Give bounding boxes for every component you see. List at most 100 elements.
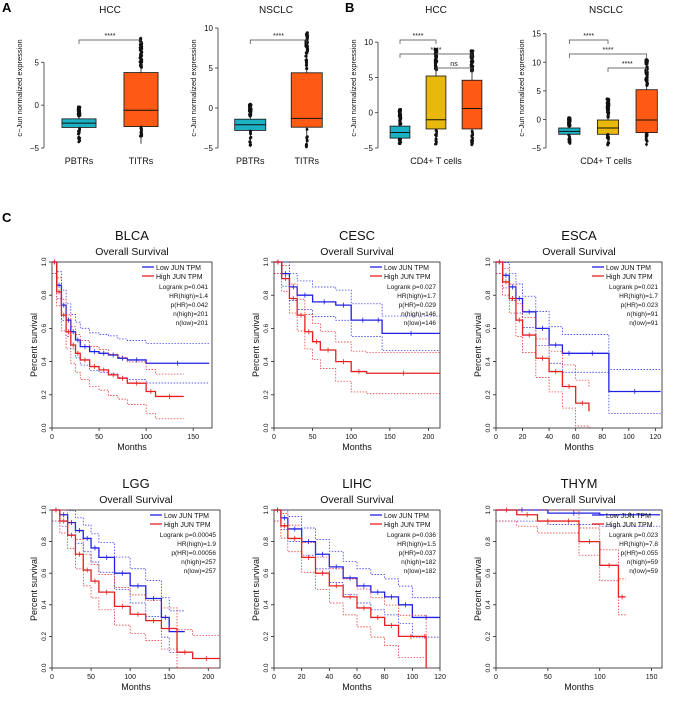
x-category-label: TITRs [295, 156, 320, 166]
y-axis-label: Percent survival [251, 313, 261, 377]
outlier-point [607, 104, 611, 108]
outlier-point [398, 142, 402, 145]
outlier-point [470, 56, 474, 60]
y-tick-label: −5 [532, 144, 542, 153]
stat-label: HR(high)=1.7 [397, 293, 436, 300]
x-tick-label: 80 [381, 674, 389, 681]
chart-title: ESCA [561, 228, 597, 243]
stat-label: p(HR)=0.00056 [171, 550, 216, 557]
chart-title: NSCLC [259, 5, 293, 16]
outlier-point [305, 31, 309, 35]
y-tick-label: 0.0 [263, 423, 270, 432]
x-axis-label: Months [121, 682, 151, 692]
box-3 [635, 58, 658, 147]
x-tick-label: 40 [325, 674, 333, 681]
panel-label-c: C [2, 210, 12, 225]
outlier-point [398, 138, 402, 142]
ci-upper-line [52, 509, 220, 636]
stat-label: n(low)=146 [404, 320, 437, 327]
series-high [496, 507, 626, 616]
x-tick-label: 100 [345, 434, 357, 441]
stat-label: n(high)=257 [181, 559, 216, 566]
outlier-point [567, 133, 571, 137]
outlier-point [470, 143, 474, 147]
y-tick-label: 0.2 [263, 632, 270, 641]
legend-label: High JUN TPM [156, 274, 203, 281]
outlier-point [433, 47, 438, 51]
survival-line [496, 509, 626, 598]
ci-lower-line [52, 520, 185, 653]
outlier-point [606, 115, 610, 119]
significance-bracket [399, 39, 437, 44]
significance-bracket [399, 53, 473, 58]
stat-label: Logrank p=0.021 [609, 284, 658, 291]
outlier-point [606, 108, 610, 112]
ci-lower-line [274, 520, 427, 668]
series-high [496, 259, 590, 428]
significance-bracket [568, 39, 609, 44]
y-axis-label: c−Jun normalized expression [517, 39, 526, 136]
x-axis-label: CD4+ T cells [580, 156, 632, 166]
significance-label: **** [431, 47, 442, 54]
y-tick-label: 10 [532, 58, 541, 67]
x-tick-label: 120 [650, 434, 662, 441]
outlier-point [77, 109, 81, 113]
significance-label: **** [413, 33, 424, 40]
series-high [274, 507, 427, 668]
x-tick-label: 60 [353, 674, 361, 681]
series-high [52, 259, 184, 420]
x-tick-label: 20 [298, 674, 306, 681]
x-tick-label: 150 [646, 674, 658, 681]
chart-title: LIHC [342, 476, 372, 491]
outlier-point [304, 54, 308, 58]
outlier-point [605, 97, 609, 101]
box-1 [558, 116, 581, 145]
box-body [461, 79, 483, 130]
legend-label: Low JUN TPM [606, 513, 651, 520]
outlier-point [398, 119, 402, 123]
y-tick-label: 0.6 [485, 568, 492, 577]
outlier-point [249, 129, 252, 133]
box-2 [123, 36, 159, 144]
outlier-point [645, 59, 649, 63]
outlier-point [470, 139, 473, 142]
stat-label: n(high)=91 [627, 311, 659, 318]
x-tick-label: 60 [572, 434, 580, 441]
outlier-point [249, 131, 253, 135]
stat-label: p(HR)=0.055 [621, 550, 659, 557]
ci-upper-line [52, 509, 185, 612]
y-axis-label: Percent survival [29, 313, 39, 377]
outlier-point [434, 142, 437, 146]
x-tick-label: 200 [423, 434, 435, 441]
y-tick-label: 10 [364, 38, 373, 47]
chart-subtitle: Overall Survival [542, 494, 616, 506]
survival-line [496, 261, 661, 393]
stat-label: HR(high)=7.8 [619, 541, 658, 548]
survival-line [496, 261, 590, 412]
significance-label: **** [583, 33, 594, 40]
ci-upper-line [274, 509, 440, 599]
y-tick-label: 0.8 [263, 537, 270, 546]
outlier-point [645, 82, 649, 86]
y-tick-label: 0.4 [485, 600, 492, 609]
outlier-point [305, 138, 309, 142]
legend-label: Low JUN TPM [156, 265, 201, 272]
outlier-point [140, 129, 143, 133]
outlier-point [305, 33, 309, 38]
outlier-point [470, 134, 474, 138]
box-2 [290, 31, 323, 149]
box-3 [461, 49, 483, 147]
outlier-point [78, 136, 82, 140]
y-axis-label: c−Jun normalized expression [349, 39, 358, 136]
legend-label: High JUN TPM [384, 522, 431, 529]
outlier-point [139, 45, 143, 49]
y-tick-label: 0.2 [41, 390, 48, 399]
stat-label: n(low)=182 [404, 568, 437, 575]
box-1 [234, 102, 267, 148]
outlier-point [139, 55, 143, 59]
outlier-point [567, 140, 571, 144]
outlier-point [305, 49, 310, 53]
outlier-point [399, 122, 403, 126]
x-tick-label: 50 [309, 434, 317, 441]
y-tick-label: 1.0 [263, 505, 270, 514]
